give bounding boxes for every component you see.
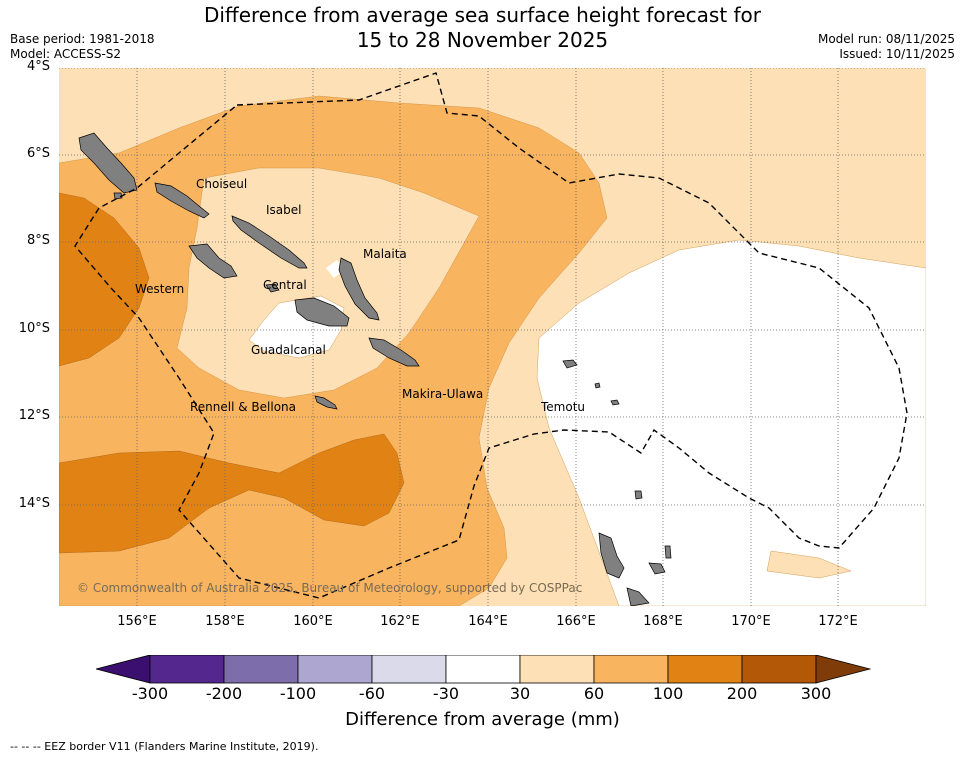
band-below-30-patch: [326, 260, 344, 278]
temotu-island-2: [594, 382, 601, 389]
label-central: Central: [263, 278, 307, 292]
lon-label-164e: 164°E: [468, 614, 508, 629]
colorbar-extend-high: [815, 655, 871, 684]
colorbar-seg-4: [371, 655, 447, 684]
label-isabel: Isabel: [266, 203, 301, 217]
colorbar-seg-3: [297, 655, 373, 684]
vanuatu-efate: [626, 587, 650, 606]
label-guadalcanal: Guadalcanal: [251, 343, 326, 357]
band-100-200-south: [59, 433, 405, 554]
label-western: Western: [135, 282, 184, 296]
issued-date: Issued: 10/11/2025: [839, 47, 955, 61]
lat-label-4s: 4°S: [26, 59, 50, 74]
colorbar: [96, 655, 871, 684]
model-name: Model: ACCESS-S2: [10, 47, 122, 61]
lon-label-160e: 160°E: [293, 614, 333, 629]
band-30-60-east-patch: [766, 550, 852, 579]
title-line-2: 15 to 28 November 2025: [356, 28, 609, 52]
lon-label-156e: 156°E: [117, 614, 157, 629]
new-georgia-island: [188, 243, 238, 279]
colorbar-seg-2: [223, 655, 299, 684]
lon-label-170e: 170°E: [731, 614, 771, 629]
colorbar-tick-minus30: -30: [432, 684, 460, 703]
eez-footnote: -- -- -- EEZ border V11 (Flanders Marine…: [10, 740, 319, 753]
temotu-island-3: [610, 399, 620, 406]
lat-label-12s: 12°S: [18, 408, 50, 423]
eez-border: [74, 72, 908, 599]
lat-label-14s: 14°S: [18, 496, 50, 511]
rennell-island: [314, 395, 338, 410]
colorbar-tick-300: 300: [800, 684, 832, 703]
guadalcanal-island: [294, 297, 350, 327]
colorbar-seg-7: [593, 655, 669, 684]
bougainville-island: [78, 132, 138, 194]
gridlines: [59, 68, 926, 606]
colorbar-seg-9: [741, 655, 817, 684]
model-info: Base period: 1981-2018 Model: ACCESS-S2: [10, 32, 155, 62]
land-masses: [78, 132, 672, 606]
colorbar-tick-minus60: -60: [358, 684, 386, 703]
map-title: Difference from average sea surface heig…: [0, 3, 965, 53]
lon-label-172e: 172°E: [818, 614, 858, 629]
lon-label-168e: 168°E: [643, 614, 683, 629]
lat-label-6s: 6°S: [26, 146, 50, 161]
malaita-island: [338, 257, 380, 321]
vanuatu-malekula: [648, 562, 666, 575]
colorbar-seg-1: [149, 655, 225, 684]
copyright-notice: © Commonwealth of Australia 2025, Bureau…: [77, 581, 582, 595]
temotu-island-1: [562, 359, 578, 369]
model-run: Model run: 08/11/2025: [817, 32, 955, 46]
colorbar-tick-60: 60: [583, 684, 605, 703]
lon-label-158e: 158°E: [205, 614, 245, 629]
colorbar-tick-minus300: -300: [131, 684, 169, 703]
colorbar-title: Difference from average (mm): [345, 709, 620, 730]
shortland-island: [113, 192, 123, 200]
florida-island: [265, 283, 280, 293]
vanuatu-banks: [634, 490, 643, 500]
isabel-island: [231, 215, 308, 269]
vanuatu-santo: [598, 532, 625, 579]
makira-island: [368, 337, 420, 367]
colorbar-tick-minus100: -100: [279, 684, 317, 703]
base-period: Base period: 1981-2018: [10, 32, 155, 46]
label-temotu: Temotu: [540, 400, 585, 414]
colorbar-tick-200: 200: [726, 684, 758, 703]
choiseul-island: [154, 182, 210, 219]
lon-label-166e: 166°E: [556, 614, 596, 629]
colorbar-tick-minus200: -200: [205, 684, 243, 703]
colorbar-seg-6: [519, 655, 595, 684]
colorbar-seg-5: [445, 655, 521, 684]
band-below-30-east: [536, 239, 926, 606]
sea-level-map: Choiseul Isabel Malaita Western Central …: [59, 68, 926, 606]
label-malaita: Malaita: [363, 247, 407, 261]
title-line-1: Difference from average sea surface heig…: [203, 3, 762, 27]
lat-label-8s: 8°S: [26, 233, 50, 248]
lon-label-162e: 162°E: [380, 614, 420, 629]
vanuatu-small: [664, 545, 672, 559]
label-makira-ulawa: Makira-Ulawa: [402, 387, 483, 401]
colorbar-extend-low: [96, 655, 151, 684]
label-choiseul: Choiseul: [196, 177, 247, 191]
label-rennell-bellona: Rennell & Bellona: [190, 400, 296, 414]
lat-label-10s: 10°S: [18, 321, 50, 336]
run-info: Model run: 08/11/2025 Issued: 10/11/2025: [818, 32, 955, 62]
colorbar-tick-30: 30: [509, 684, 531, 703]
colorbar-seg-8: [667, 655, 743, 684]
colorbar-tick-100: 100: [652, 684, 684, 703]
